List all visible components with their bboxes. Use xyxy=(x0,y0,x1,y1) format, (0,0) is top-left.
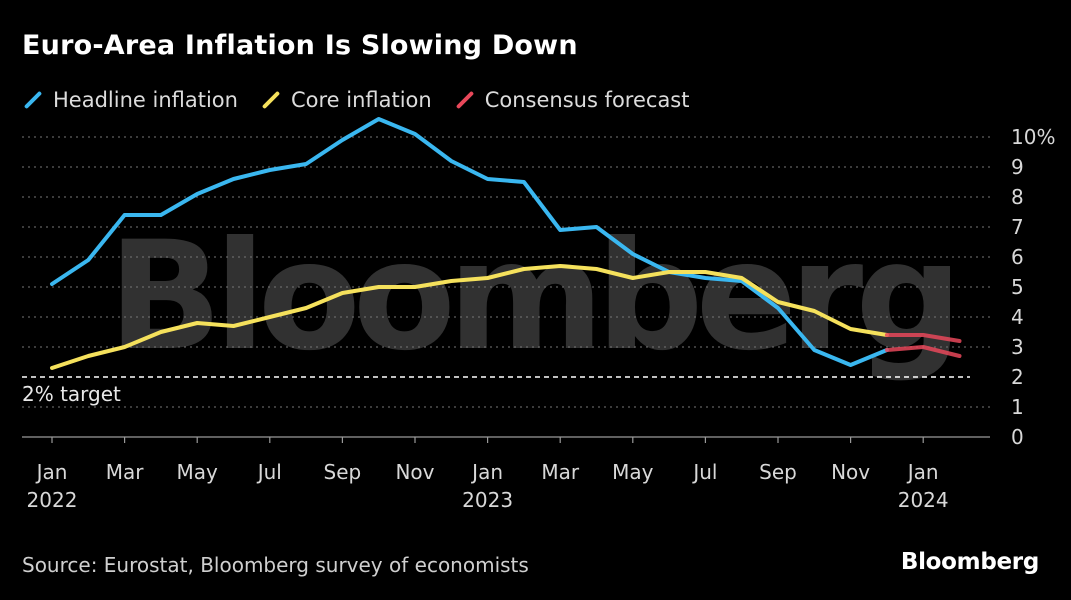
x-tick-label-4: May xyxy=(177,460,219,484)
year-label-2023: 2023 xyxy=(462,488,513,512)
series-line-0 xyxy=(50,117,889,367)
watermark-text: Bloomberg xyxy=(108,210,955,384)
bloomberg-logo: Bloomberg xyxy=(900,549,1039,575)
source-note: Source: Eurostat, Bloomberg survey of ec… xyxy=(22,553,529,577)
chart-title: Euro-Area Inflation Is Slowing Down xyxy=(22,30,578,61)
x-tick-label-6: Jul xyxy=(256,460,282,484)
year-label-2022: 2022 xyxy=(27,488,78,512)
chart-legend: Headline inflation Core inflation Consen… xyxy=(22,88,689,112)
x-tick-label-20: Sep xyxy=(759,460,797,484)
y-tick-label-6: 6 xyxy=(1011,245,1024,269)
series-line-1 xyxy=(50,264,889,370)
legend-label-headline: Headline inflation xyxy=(53,88,238,112)
x-tick-label-16: May xyxy=(612,460,654,484)
legend-item-headline: Headline inflation xyxy=(22,88,238,112)
x-tick-label-12: Jan xyxy=(470,460,503,484)
x-tick-label-22: Nov xyxy=(831,460,870,484)
series-line-2 xyxy=(884,345,962,358)
y-tick-label-5: 5 xyxy=(1011,275,1024,299)
x-tick-label-2: Mar xyxy=(106,460,145,484)
y-tick-label-8: 8 xyxy=(1011,185,1024,209)
y-tick-label-0: 0 xyxy=(1011,425,1024,449)
legend-item-core: Core inflation xyxy=(260,88,432,112)
y-tick-label-1: 1 xyxy=(1011,395,1024,419)
y-tick-label-2: 2 xyxy=(1011,365,1024,389)
legend-label-core: Core inflation xyxy=(290,88,432,112)
y-tick-label-10: 10% xyxy=(1011,125,1055,149)
legend-label-forecast: Consensus forecast xyxy=(484,88,690,112)
x-tick-label-0: Jan xyxy=(35,460,68,484)
year-label-2024: 2024 xyxy=(898,488,949,512)
x-tick-label-14: Mar xyxy=(541,460,580,484)
y-tick-label-4: 4 xyxy=(1011,305,1024,329)
x-tick-label-24: Jan xyxy=(906,460,939,484)
y-tick-label-3: 3 xyxy=(1011,335,1024,359)
y-tick-label-7: 7 xyxy=(1011,215,1024,239)
x-tick-label-10: Nov xyxy=(395,460,434,484)
legend-item-forecast: Consensus forecast xyxy=(454,88,690,112)
target-label: 2% target xyxy=(22,382,121,406)
x-tick-label-8: Sep xyxy=(324,460,362,484)
y-tick-label-9: 9 xyxy=(1011,155,1024,179)
x-tick-label-18: Jul xyxy=(691,460,717,484)
series-line-3 xyxy=(884,333,962,343)
